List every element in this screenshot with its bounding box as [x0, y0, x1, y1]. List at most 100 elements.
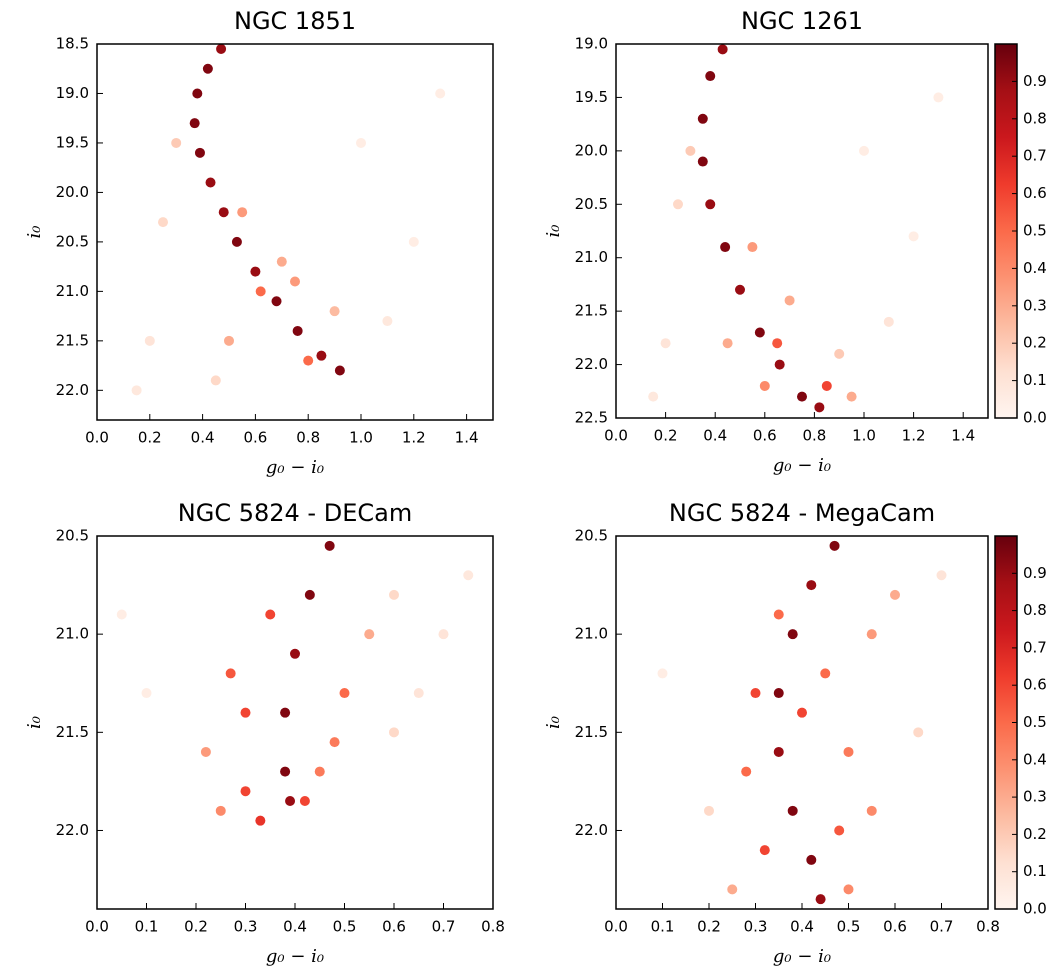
scatter-point [722, 338, 733, 349]
scatter-point [200, 746, 211, 757]
scatter-point [231, 236, 242, 247]
scatter-point [834, 825, 845, 836]
scatter-point [225, 668, 236, 679]
chart-title: NGC 5824 - DECam [178, 499, 412, 527]
y-tick-label: 19.0 [575, 35, 608, 53]
x-axis-label: g₀ − i₀ [266, 946, 324, 967]
scatter-point [303, 355, 314, 366]
scatter-point [382, 316, 393, 327]
x-tick-label: 1.0 [852, 427, 876, 445]
chart-title: NGC 1851 [234, 7, 356, 35]
colorbar-tick-label: 0.9 [1023, 564, 1047, 582]
y-tick-label: 22.0 [575, 355, 608, 373]
scatter-point [316, 350, 327, 361]
scatter-point [255, 815, 266, 826]
scatter-point [705, 199, 716, 210]
scatter-point [334, 365, 345, 376]
scatter-point [843, 884, 854, 895]
y-tick-label: 22.0 [575, 821, 608, 839]
scatter-point [797, 707, 807, 718]
scatter-point [276, 256, 287, 267]
scatter-point [292, 325, 303, 336]
scatter-point [202, 63, 213, 74]
colorbar-tick-label: 0.6 [1023, 184, 1047, 202]
x-tick-label: 0.4 [283, 918, 307, 936]
x-tick-label: 1.4 [951, 427, 975, 445]
scatter-point [727, 884, 738, 895]
scatter-point [215, 805, 226, 816]
x-tick-label: 0.2 [654, 427, 678, 445]
x-tick-label: 0.0 [85, 918, 109, 936]
scatter-point [657, 668, 668, 679]
scatter-point [189, 118, 200, 129]
colorbar-tick-label: 0.0 [1023, 900, 1047, 918]
y-tick-label: 20.5 [56, 527, 89, 545]
x-tick-label: 0.5 [333, 918, 357, 936]
scatter-point [144, 335, 155, 346]
colorbar-tick-label: 0.4 [1023, 259, 1047, 277]
scatter-point [324, 540, 335, 551]
scatter-point [820, 668, 831, 679]
scatter-point [290, 276, 300, 287]
scatter-point [304, 589, 315, 600]
x-tick-label: 0.6 [243, 429, 267, 447]
scatter-point [933, 92, 944, 103]
plot-area [131, 44, 446, 396]
scatter-point [773, 609, 784, 620]
colorbar-tick-label: 0.8 [1023, 601, 1047, 619]
scatter-point [171, 137, 182, 148]
y-tick-label: 20.5 [575, 195, 608, 213]
colorbar-tick-label: 0.4 [1023, 750, 1047, 768]
scatter-point [389, 727, 399, 738]
axes-frame [615, 535, 989, 910]
scatter-point [890, 589, 900, 600]
x-tick-label: 0.4 [790, 918, 814, 936]
scatter-point [250, 266, 261, 277]
scatter-point [216, 44, 227, 54]
scatter-point [339, 688, 350, 699]
scatter-point [735, 284, 745, 295]
scatter-point [759, 380, 770, 391]
x-tick-label: 1.0 [349, 429, 373, 447]
axes-frame [96, 535, 494, 910]
colorbar-tick-label: 0.1 [1023, 371, 1047, 389]
scatter-point [240, 707, 251, 718]
scatter-point [673, 199, 683, 210]
scatter-point [866, 805, 877, 816]
scatter-point [797, 391, 807, 402]
scatter-point [356, 137, 366, 148]
x-tick-label: 1.2 [902, 427, 926, 445]
scatter-point [747, 242, 758, 253]
scatter-point [866, 629, 877, 640]
scatter-point [913, 727, 924, 738]
x-tick-label: 0.3 [234, 918, 258, 936]
x-tick-label: 0.5 [837, 918, 861, 936]
plot-area [657, 540, 947, 905]
x-axis-label: g₀ − i₀ [773, 455, 831, 476]
x-tick-label: 0.4 [191, 429, 215, 447]
y-tick-label: 21.5 [575, 723, 608, 741]
scatter-point [787, 629, 798, 640]
scatter-point [435, 88, 446, 99]
x-tick-label: 0.8 [802, 427, 826, 445]
scatter-point [685, 145, 696, 156]
scatter-point [759, 845, 770, 856]
colorbar-tick-label: 0.6 [1023, 676, 1047, 694]
x-tick-label: 0.2 [138, 429, 162, 447]
scatter-point [218, 207, 229, 218]
y-tick-label: 20.5 [56, 232, 89, 250]
scatter-point [329, 737, 340, 748]
x-tick-label: 0.1 [135, 918, 159, 936]
y-tick-label: 19.5 [56, 133, 89, 151]
colorbar-tick-label: 0.1 [1023, 862, 1047, 880]
y-tick-label: 22.0 [56, 381, 89, 399]
scatter-point [329, 306, 340, 317]
scatter-point [750, 688, 761, 699]
y-axis-label: i₀ [24, 226, 45, 239]
y-tick-label: 21.5 [575, 302, 608, 320]
scatter-point [843, 746, 854, 757]
scatter-point [280, 707, 291, 718]
scatter-point [787, 805, 798, 816]
scatter-point [859, 145, 869, 156]
